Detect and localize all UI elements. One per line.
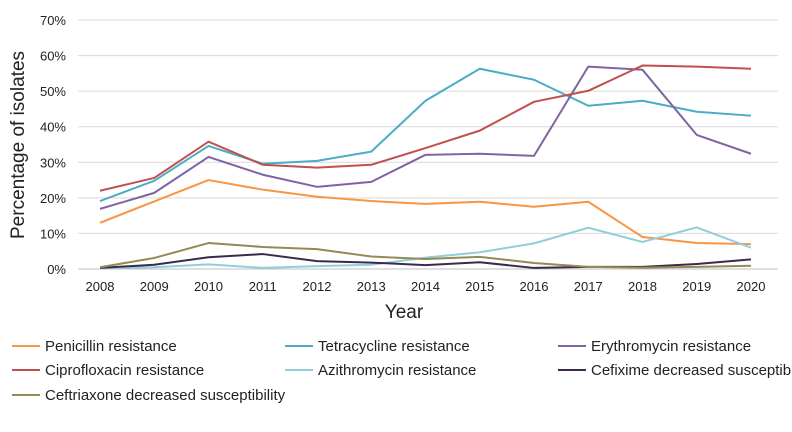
x-tick-label: 2012 [303, 279, 332, 294]
x-tick-label: 2011 [249, 279, 277, 294]
x-tick-label: 2009 [140, 279, 169, 294]
legend-label: Azithromycin resistance [318, 362, 476, 379]
y-tick-label: 70% [40, 13, 66, 28]
x-axis-ticks: 2008 2009 2010 2011 2012 2013 2014 2015 2016 2017… [86, 279, 766, 294]
x-axis-label: Year [385, 302, 424, 323]
legend-label: Erythromycin resistance [591, 338, 751, 355]
legend-item: Ceftriaxone decreased susceptibility [12, 387, 286, 404]
legend-item: Penicillin resistance [12, 338, 177, 355]
legend-item: Azithromycin resistance [285, 362, 476, 379]
legend-item: Cefixime decreased susceptibility [558, 362, 792, 379]
y-tick-label: 10% [40, 226, 66, 241]
series-line [99, 67, 752, 202]
x-tick-label: 2017 [574, 279, 603, 294]
y-tick-label: 20% [40, 191, 66, 206]
x-tick-label: 2014 [411, 279, 440, 294]
y-axis-ticks: 0% 10% 20% 30% 40% 50% 60% 70% [40, 13, 66, 277]
legend: Penicillin resistance Tetracycline resist… [12, 338, 792, 404]
series-line [99, 242, 752, 269]
x-tick-label: 2020 [737, 279, 766, 294]
legend-label: Cefixime decreased susceptibility [591, 362, 792, 379]
gridlines [78, 19, 778, 270]
legend-item: Tetracycline resistance [285, 338, 470, 355]
series-line [99, 226, 752, 269]
x-tick-label: 2010 [194, 279, 223, 294]
y-axis-label: Percentage of isolates [8, 51, 29, 239]
legend-label: Tetracycline resistance [318, 338, 470, 355]
y-tick-label: 0% [47, 262, 66, 277]
series-line [99, 179, 752, 246]
legend-label: Ciprofloxacin resistance [45, 362, 204, 379]
x-tick-label: 2018 [628, 279, 657, 294]
legend-item: Ciprofloxacin resistance [12, 362, 204, 379]
y-tick-label: 60% [40, 49, 66, 64]
x-tick-label: 2015 [465, 279, 494, 294]
series-line [99, 65, 752, 210]
x-tick-label: 2013 [357, 279, 386, 294]
x-tick-label: 2019 [682, 279, 711, 294]
series-line [99, 64, 752, 192]
legend-item: Erythromycin resistance [558, 338, 751, 355]
y-tick-label: 30% [40, 155, 66, 170]
legend-label: Ceftriaxone decreased susceptibility [45, 387, 286, 404]
series-lines [99, 64, 752, 269]
y-tick-label: 50% [40, 84, 66, 99]
y-tick-label: 40% [40, 120, 66, 135]
x-tick-label: 2016 [520, 279, 549, 294]
legend-label: Penicillin resistance [45, 338, 177, 355]
x-tick-label: 2008 [86, 279, 115, 294]
